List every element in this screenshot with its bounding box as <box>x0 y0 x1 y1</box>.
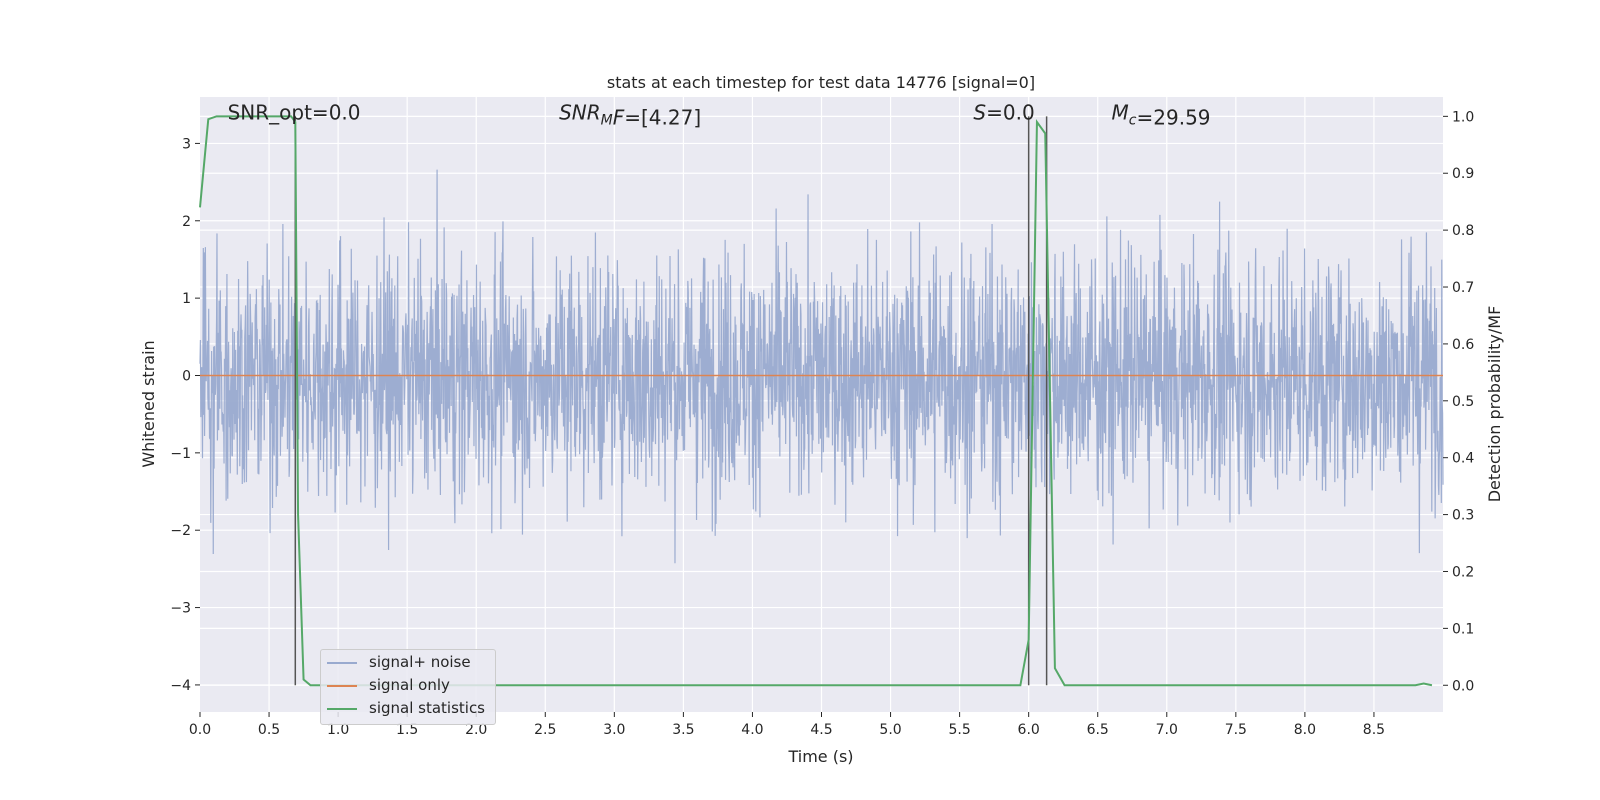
y-tick-label: −4 <box>170 678 191 694</box>
x-tick-label: 6.0 <box>1018 722 1040 738</box>
x-tick-label: 4.5 <box>810 722 832 738</box>
annotation: SNRMF=[4.27] <box>559 100 701 129</box>
y-tick-label: −3 <box>170 601 191 617</box>
y-axis-right-label: Detection probability/MF <box>1485 306 1504 503</box>
legend-label: signal+ noise <box>369 653 471 671</box>
y-tick-label: 0 <box>182 368 191 384</box>
axes: 0.0 0.5 1.0 1.5 2.0 2.5 3.0 3.5 4.0 4.5 5.0 5.5 6.0 6… <box>170 109 1474 738</box>
y-right-tick-label: 0.9 <box>1452 166 1474 182</box>
legend: signal+ noise signal only signal statist… <box>320 649 496 725</box>
x-axis-label: Time (s) <box>787 747 853 766</box>
legend-label: signal only <box>369 676 450 694</box>
legend-label: signal statistics <box>369 699 486 717</box>
y-right-tick-label: 0.6 <box>1452 337 1474 353</box>
y-tick-label: 2 <box>182 214 191 230</box>
y-right-tick-label: 0.4 <box>1452 451 1474 467</box>
x-tick-label: 2.5 <box>534 722 556 738</box>
annotation: SNR_opt=0.0 <box>228 100 361 124</box>
x-tick-label: 3.5 <box>672 722 694 738</box>
y-tick-label: −2 <box>170 523 191 539</box>
y-right-tick-label: 0.2 <box>1452 564 1474 580</box>
legend-swatch-statistics <box>327 708 357 710</box>
y-tick-label: 1 <box>182 291 191 307</box>
y-tick-label: −1 <box>170 446 191 462</box>
y-right-tick-label: 0.8 <box>1452 223 1474 239</box>
x-tick-label: 3.0 <box>603 722 625 738</box>
x-tick-label: 8.5 <box>1363 722 1385 738</box>
y-axis-label: Whitened strain <box>139 340 158 467</box>
y-right-tick-label: 0.7 <box>1452 280 1474 296</box>
x-tick-label: 5.5 <box>948 722 970 738</box>
y-right-tick-label: 0.0 <box>1452 678 1474 694</box>
x-tick-label: 0.5 <box>258 722 280 738</box>
x-tick-label: 5.0 <box>879 722 901 738</box>
legend-item: signal+ noise <box>321 651 495 673</box>
y-tick-label: 3 <box>182 136 191 152</box>
x-tick-label: 7.0 <box>1156 722 1178 738</box>
x-tick-label: 1.5 <box>396 722 418 738</box>
annotations: SNR_opt=0.0 SNRMF=[4.27] S=0.0 Mc=29.59 <box>228 100 1211 129</box>
legend-item: signal statistics <box>321 697 495 719</box>
legend-item: signal only <box>321 674 495 696</box>
x-tick-label: 0.0 <box>189 722 211 738</box>
x-tick-label: 6.5 <box>1087 722 1109 738</box>
annotation: S=0.0 <box>973 100 1034 124</box>
noise-line <box>199 169 1444 564</box>
legend-swatch-signal <box>327 685 357 687</box>
annotation: Mc=29.59 <box>1112 100 1211 129</box>
y-right-tick-label: 0.1 <box>1452 621 1474 637</box>
x-tick-label: 7.5 <box>1225 722 1247 738</box>
y-right-tick-label: 1.0 <box>1452 109 1474 125</box>
y-right-tick-label: 0.5 <box>1452 394 1474 410</box>
x-tick-label: 4.0 <box>741 722 763 738</box>
legend-swatch-noise <box>327 662 357 664</box>
x-tick-label: 8.0 <box>1294 722 1316 738</box>
series-signal-noise <box>199 169 1444 564</box>
y-right-tick-label: 0.3 <box>1452 508 1474 524</box>
x-tick-label: 1.0 <box>327 722 349 738</box>
x-tick-label: 2.0 <box>465 722 487 738</box>
chart-title: stats at each timestep for test data 147… <box>607 73 1035 92</box>
